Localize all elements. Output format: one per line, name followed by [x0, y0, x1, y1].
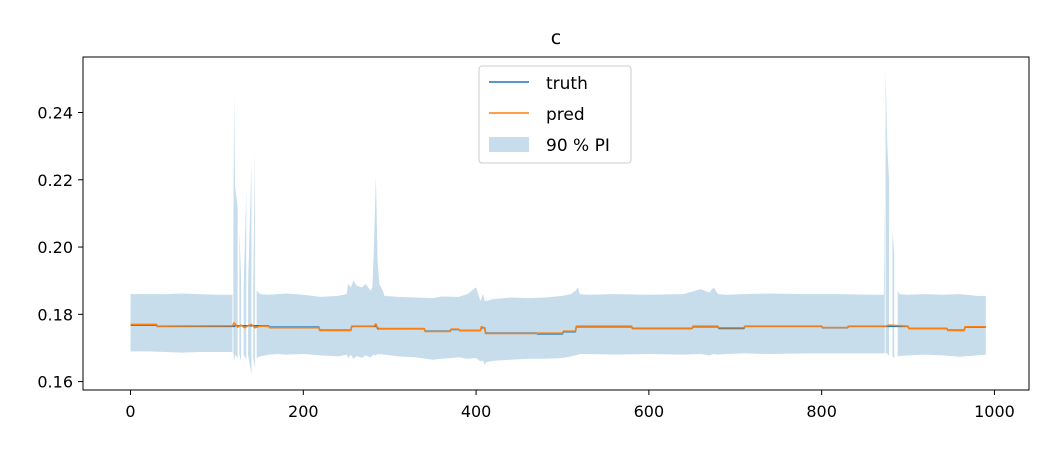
x-tick-label: 200: [288, 402, 319, 421]
pi-band-segment: [892, 230, 895, 359]
legend-pred-label: pred: [546, 105, 585, 125]
series-pred-line: [130, 321, 986, 335]
legend: truth pred 90 % PI: [478, 65, 632, 164]
pi-band-segment: [233, 95, 238, 362]
prediction-interval-band-layer: [130, 72, 986, 375]
y-tick-label: 0.16: [37, 373, 73, 392]
pi-band-segment: [885, 72, 890, 357]
pi-band-segment: [256, 176, 885, 365]
y-axis: 0.16 0.18 0.20 0.22 0.24: [37, 104, 83, 392]
legend-truth-label: truth: [546, 74, 588, 94]
y-tick-label: 0.24: [37, 104, 73, 123]
pi-band-segment: [897, 290, 986, 357]
pi-band-segment: [248, 162, 252, 375]
legend-pi-label: 90 % PI: [546, 136, 610, 156]
pi-band-segment: [243, 189, 247, 360]
pi-band-segment: [253, 149, 255, 369]
legend-box: [478, 65, 632, 164]
legend-pi-swatch: [489, 137, 529, 152]
y-tick-label: 0.20: [37, 238, 73, 257]
x-axis: 0 200 400 600 800 1000: [125, 390, 1015, 421]
y-tick-label: 0.18: [37, 305, 73, 324]
x-tick-label: 800: [806, 402, 837, 421]
chart-title: c: [551, 27, 561, 49]
x-tick-label: 0: [125, 402, 135, 421]
plot-frame: [82, 56, 1030, 391]
x-tick-label: 400: [461, 402, 492, 421]
pi-band-segment: [130, 293, 233, 353]
x-tick-label: 600: [634, 402, 665, 421]
series-layer: [130, 321, 986, 335]
pi-band-segment: [239, 230, 242, 362]
x-tick-label: 1000: [974, 402, 1015, 421]
y-tick-label: 0.22: [37, 171, 73, 190]
